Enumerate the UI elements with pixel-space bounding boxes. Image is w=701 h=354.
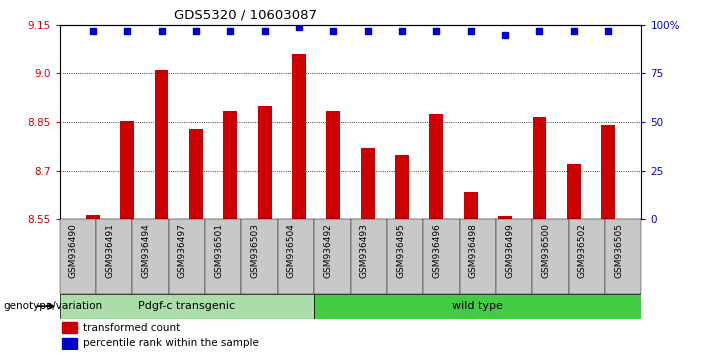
Point	[465, 28, 476, 33]
Bar	[532, 219, 569, 294]
Bar	[533, 117, 546, 219]
Bar	[314, 294, 641, 319]
Bar	[387, 219, 423, 294]
Point	[191, 28, 202, 33]
Text: GSM936496: GSM936496	[433, 223, 442, 278]
Point	[156, 28, 168, 33]
Bar	[278, 219, 314, 294]
Bar	[86, 215, 100, 219]
Bar	[292, 54, 306, 219]
Bar	[60, 294, 314, 319]
Point	[602, 28, 613, 33]
Text: transformed count: transformed count	[83, 322, 180, 332]
Point	[568, 28, 579, 33]
Bar	[567, 164, 580, 219]
Bar	[430, 114, 443, 219]
Point	[294, 24, 305, 29]
Text: GSM936491: GSM936491	[105, 223, 114, 278]
Text: GSM936504: GSM936504	[287, 223, 296, 278]
Bar	[96, 219, 132, 294]
Text: GSM936499: GSM936499	[505, 223, 514, 278]
Point	[396, 28, 407, 33]
Bar	[327, 111, 340, 219]
Text: GSM936505: GSM936505	[614, 223, 623, 278]
Bar	[496, 219, 532, 294]
Bar	[423, 219, 460, 294]
Text: GSM936502: GSM936502	[578, 223, 587, 278]
Bar	[361, 148, 374, 219]
Point	[499, 32, 510, 37]
Bar	[62, 338, 77, 349]
Text: GSM936494: GSM936494	[142, 223, 151, 278]
Point	[430, 28, 442, 33]
Text: GSM936493: GSM936493	[360, 223, 369, 278]
Bar	[314, 219, 350, 294]
Bar	[395, 155, 409, 219]
Text: GSM936501: GSM936501	[215, 223, 223, 278]
Bar	[498, 216, 512, 219]
Text: percentile rank within the sample: percentile rank within the sample	[83, 338, 259, 348]
Point	[259, 28, 271, 33]
Text: GSM936490: GSM936490	[69, 223, 78, 278]
Text: GSM936500: GSM936500	[541, 223, 550, 278]
Bar	[121, 120, 134, 219]
Text: GSM936495: GSM936495	[396, 223, 405, 278]
Bar	[460, 219, 496, 294]
Bar	[60, 219, 96, 294]
Bar	[189, 129, 203, 219]
Text: GSM936498: GSM936498	[469, 223, 478, 278]
Bar	[601, 125, 615, 219]
Text: wild type: wild type	[452, 301, 503, 311]
Text: GSM936503: GSM936503	[250, 223, 259, 278]
Point	[362, 28, 373, 33]
Point	[533, 28, 545, 33]
Point	[328, 28, 339, 33]
Bar	[132, 219, 169, 294]
Bar	[62, 322, 77, 333]
Bar	[169, 219, 205, 294]
Bar	[258, 106, 271, 219]
Point	[225, 28, 236, 33]
Text: GSM936497: GSM936497	[178, 223, 187, 278]
Point	[88, 28, 99, 33]
Text: genotype/variation: genotype/variation	[4, 301, 102, 311]
Bar	[350, 219, 387, 294]
Bar	[224, 111, 237, 219]
Bar	[241, 219, 278, 294]
Bar	[205, 219, 241, 294]
Bar	[464, 192, 477, 219]
Text: Pdgf-c transgenic: Pdgf-c transgenic	[138, 301, 236, 311]
Point	[122, 28, 133, 33]
Text: GSM936492: GSM936492	[323, 223, 332, 278]
Text: GDS5320 / 10603087: GDS5320 / 10603087	[174, 9, 317, 22]
Bar	[605, 219, 641, 294]
Bar	[569, 219, 605, 294]
Bar	[155, 70, 168, 219]
